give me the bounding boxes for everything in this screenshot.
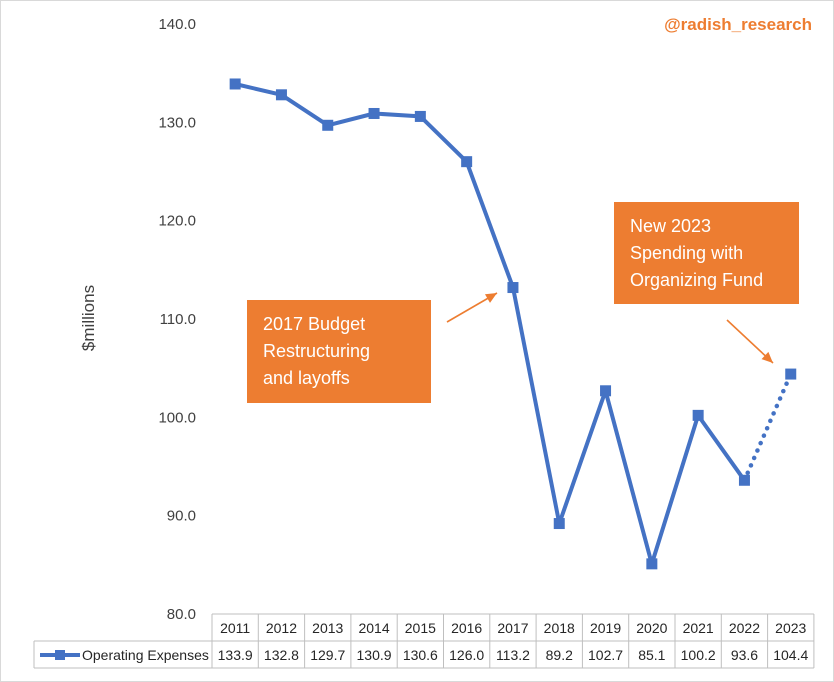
table-value: 126.0 <box>449 647 484 663</box>
table-value: 85.1 <box>638 647 665 663</box>
callout-text: Restructuring <box>263 341 370 361</box>
y-tick-label: 110.0 <box>160 311 196 328</box>
table-value: 89.2 <box>546 647 573 663</box>
series-line-operating-expenses <box>234 82 747 566</box>
data-point-2022 <box>738 474 750 486</box>
table-value: 132.8 <box>264 647 299 663</box>
plot-area <box>229 78 797 570</box>
data-point-2013 <box>322 119 334 131</box>
table-value: 129.7 <box>310 647 345 663</box>
x-category-label: 2015 <box>405 620 436 636</box>
table-value: 133.9 <box>218 647 253 663</box>
callout-text: Organizing Fund <box>630 270 763 290</box>
callout-box <box>614 202 799 304</box>
data-point-2014 <box>368 107 380 119</box>
x-category-label: 2022 <box>729 620 760 636</box>
table-value: 93.6 <box>731 647 758 663</box>
y-axis-label: $millions <box>79 285 98 351</box>
series-line-projected-segment <box>742 371 793 483</box>
legend-marker-key <box>55 650 65 660</box>
annotations: 2017 Budget Restructuring and layoffs New 2… <box>247 202 799 403</box>
data-point-2011 <box>229 78 241 90</box>
table-value: 130.9 <box>357 647 392 663</box>
callout-text: Spending with <box>630 243 743 263</box>
x-category-label: 2016 <box>451 620 482 636</box>
data-point-2023 <box>785 368 797 380</box>
data-point-2015 <box>414 110 426 122</box>
x-category-label: 2019 <box>590 620 621 636</box>
callout-box <box>247 300 431 403</box>
table-value: 130.6 <box>403 647 438 663</box>
x-category-label: 2020 <box>636 620 667 636</box>
x-category-label: 2011 <box>220 620 250 636</box>
x-category-label: 2023 <box>775 620 806 636</box>
x-category-label: 2018 <box>544 620 575 636</box>
x-category-label: 2012 <box>266 620 297 636</box>
data-point-2021 <box>692 409 704 421</box>
watermark: @radish_research <box>664 15 812 34</box>
y-tick-label: 80.0 <box>167 606 196 623</box>
data-point-2017 <box>507 282 519 294</box>
y-tick-label: 100.0 <box>158 409 196 426</box>
callout-text: New 2023 <box>630 216 711 236</box>
callout-text: 2017 Budget <box>263 314 365 334</box>
y-axis: 80.0 90.0 100.0 110.0 120.0 130.0 140.0 <box>158 16 196 623</box>
legend-label: Operating Expenses <box>82 647 209 663</box>
callout-arrowhead <box>484 293 497 303</box>
data-point-2019 <box>600 385 612 397</box>
y-tick-label: 90.0 <box>167 508 196 525</box>
x-category-label: 2013 <box>312 620 343 636</box>
x-category-label: 2021 <box>683 620 714 636</box>
data-point-2018 <box>553 518 565 530</box>
table-value: 100.2 <box>681 647 716 663</box>
data-table: 2011 133.9 2012 132.8 2013 129.7 2014 130.9 2015… <box>33 613 815 669</box>
table-value: 113.2 <box>496 647 530 663</box>
data-point-2012 <box>275 89 287 101</box>
x-category-label: 2014 <box>358 620 389 636</box>
callout-arrowhead <box>761 351 773 363</box>
table-value: 104.4 <box>773 647 808 663</box>
table-value: 102.7 <box>588 647 623 663</box>
callout-text: and layoffs <box>263 368 350 388</box>
x-category-label: 2017 <box>497 620 528 636</box>
data-point-2020 <box>646 558 658 570</box>
data-point-2016 <box>461 156 473 168</box>
y-tick-label: 120.0 <box>158 213 196 230</box>
y-tick-label: 140.0 <box>158 16 196 33</box>
y-tick-label: 130.0 <box>158 114 196 131</box>
